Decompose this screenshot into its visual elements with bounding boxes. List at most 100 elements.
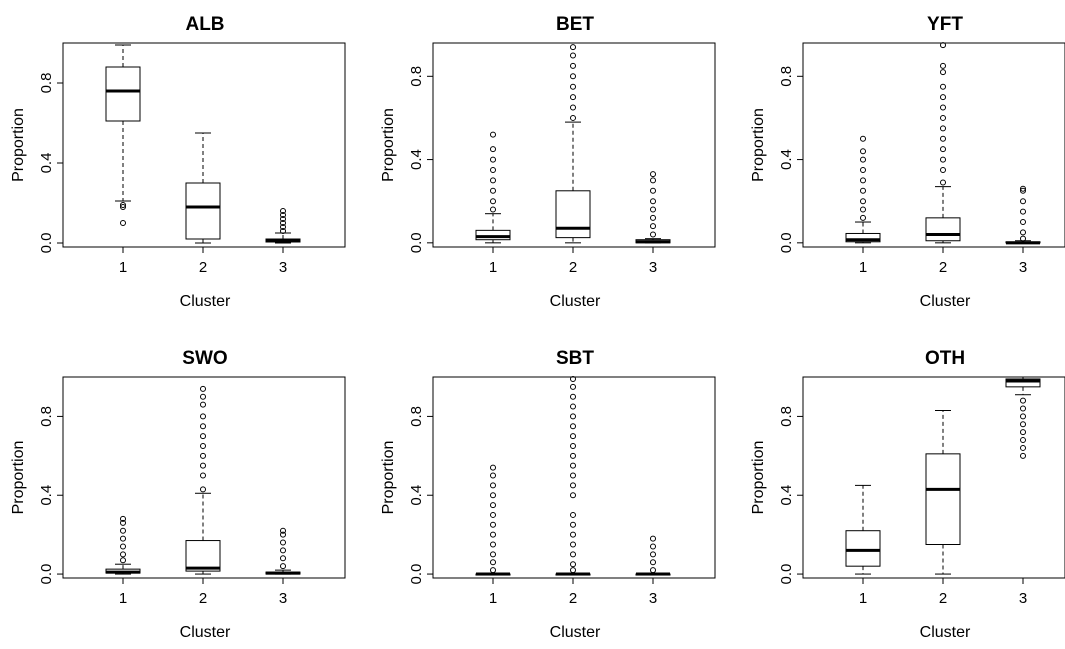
plot-frame bbox=[62, 42, 346, 248]
outlier-point bbox=[1020, 187, 1026, 194]
outlier-point bbox=[860, 187, 866, 194]
y-axis-label: Proportion bbox=[10, 108, 27, 182]
x-tick-label: 1 bbox=[119, 590, 127, 607]
x-tick-label: 2 bbox=[569, 590, 577, 607]
y-tick-label: 0.8 bbox=[38, 73, 55, 94]
box-cluster-1 bbox=[105, 44, 141, 226]
outlier-point bbox=[650, 171, 656, 178]
outlier-point bbox=[200, 433, 206, 440]
outlier-point bbox=[570, 472, 576, 479]
y-tick-label: 0.4 bbox=[778, 149, 795, 170]
box-iqr bbox=[1005, 378, 1041, 388]
x-tick-label: 3 bbox=[649, 259, 657, 276]
box-cluster-3 bbox=[1005, 376, 1041, 459]
y-tick-label: 0.8 bbox=[408, 66, 425, 87]
outlier-point bbox=[570, 383, 576, 390]
outlier-point bbox=[280, 547, 286, 554]
outlier-point bbox=[570, 413, 576, 420]
plot-frame bbox=[432, 42, 716, 248]
outlier-point bbox=[200, 423, 206, 430]
outlier-point bbox=[860, 166, 866, 173]
outlier-point bbox=[1020, 397, 1026, 404]
outlier-point bbox=[280, 228, 286, 234]
outlier-point bbox=[650, 543, 656, 550]
outlier-point bbox=[940, 125, 946, 132]
y-tick-label: 0.0 bbox=[408, 564, 425, 585]
x-tick-label: 1 bbox=[119, 259, 127, 276]
x-tick-label: 3 bbox=[649, 590, 657, 607]
outlier-point bbox=[200, 401, 206, 408]
outlier-point bbox=[120, 551, 126, 558]
outlier-point bbox=[490, 482, 496, 489]
outlier-point bbox=[490, 198, 496, 205]
outlier-point bbox=[280, 563, 286, 570]
outlier-point bbox=[650, 559, 656, 566]
box-iqr bbox=[185, 182, 221, 240]
x-tick-label: 3 bbox=[1019, 590, 1027, 607]
x-tick-label: 2 bbox=[939, 590, 947, 607]
outlier-point bbox=[120, 220, 126, 226]
outlier-point bbox=[280, 216, 286, 222]
outlier-point bbox=[940, 94, 946, 101]
outlier-point bbox=[650, 198, 656, 205]
outlier-point bbox=[570, 62, 576, 69]
outlier-point bbox=[940, 156, 946, 163]
outlier-point bbox=[120, 535, 126, 542]
outlier-point bbox=[570, 114, 576, 121]
outlier-point bbox=[1020, 219, 1026, 226]
outlier-point bbox=[280, 212, 286, 218]
outlier-point bbox=[490, 567, 496, 574]
outlier-point bbox=[940, 166, 946, 173]
outlier-point bbox=[1020, 185, 1026, 192]
outlier-point bbox=[940, 114, 946, 121]
box-cluster-3 bbox=[1005, 185, 1041, 245]
y-tick-label: 0.0 bbox=[38, 564, 55, 585]
outlier-point bbox=[570, 403, 576, 410]
box-cluster-3 bbox=[265, 527, 301, 575]
x-tick-label: 2 bbox=[569, 259, 577, 276]
outlier-point bbox=[1020, 413, 1026, 420]
outlier-point bbox=[860, 206, 866, 213]
plot-frame bbox=[62, 376, 346, 579]
outlier-point bbox=[570, 52, 576, 59]
y-tick-label: 0.8 bbox=[38, 406, 55, 427]
box-iqr bbox=[185, 540, 221, 572]
x-axis-label: Cluster bbox=[920, 293, 971, 310]
x-tick-label: 1 bbox=[489, 590, 497, 607]
box-cluster-2 bbox=[925, 42, 961, 244]
outlier-point bbox=[490, 492, 496, 499]
y-tick-label: 0.8 bbox=[778, 66, 795, 87]
outlier-point bbox=[490, 541, 496, 548]
outlier-point bbox=[650, 177, 656, 184]
outlier-point bbox=[570, 393, 576, 400]
outlier-point bbox=[570, 462, 576, 469]
x-tick-label: 1 bbox=[859, 259, 867, 276]
box-cluster-3 bbox=[635, 171, 671, 244]
box-cluster-2 bbox=[185, 132, 221, 244]
outlier-point bbox=[570, 561, 576, 568]
box-cluster-2 bbox=[925, 410, 961, 575]
x-axis-label: Cluster bbox=[180, 624, 231, 641]
outlier-point bbox=[490, 521, 496, 528]
box-cluster-1 bbox=[475, 464, 511, 576]
outlier-point bbox=[570, 551, 576, 558]
outlier-point bbox=[940, 104, 946, 111]
outlier-point bbox=[650, 535, 656, 542]
plot-frame bbox=[802, 376, 1065, 579]
chart-panel-oth: OTH Cluster Proportion 0.0 0.4 0.8 1 2 3 bbox=[750, 348, 1065, 641]
outlier-point bbox=[490, 166, 496, 173]
outlier-point bbox=[570, 104, 576, 111]
y-tick-label: 0.8 bbox=[778, 406, 795, 427]
outlier-point bbox=[1020, 229, 1026, 236]
y-tick-label: 0.4 bbox=[408, 485, 425, 506]
outlier-point bbox=[280, 220, 286, 226]
outlier-point bbox=[200, 486, 206, 493]
outlier-point bbox=[570, 433, 576, 440]
outlier-point bbox=[200, 385, 206, 392]
box-cluster-3 bbox=[635, 535, 671, 576]
outlier-point bbox=[860, 198, 866, 205]
outlier-point bbox=[490, 131, 496, 138]
outlier-point bbox=[120, 527, 126, 534]
outlier-point bbox=[1020, 198, 1026, 205]
